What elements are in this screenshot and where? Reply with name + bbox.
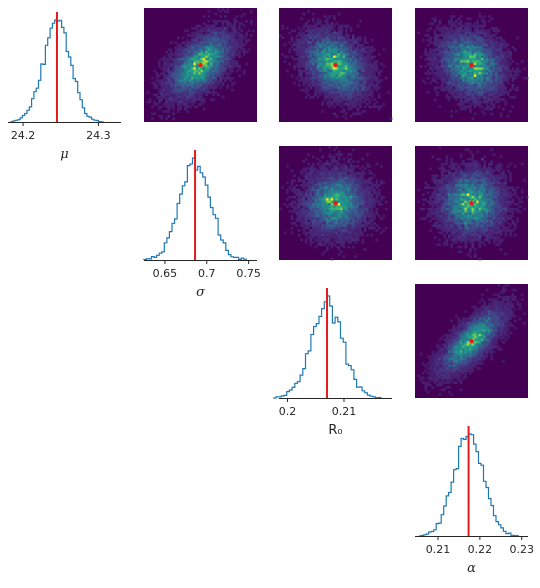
truth-marker xyxy=(469,200,474,206)
truth-marker xyxy=(333,200,338,206)
x-tick-label: 24.3 xyxy=(86,129,111,142)
x-tick-label: 24.2 xyxy=(11,129,36,142)
histogram-panel-4: 0.21 0.22 0.23 α xyxy=(415,426,534,576)
x-tick-label: 0.21 xyxy=(332,405,357,418)
x-axis-label: σ xyxy=(196,285,206,300)
x-tick-label: 0.7 xyxy=(198,267,216,280)
density-panel-5 xyxy=(415,146,529,261)
x-axis-label: R₀ xyxy=(328,423,342,438)
density-panel-4 xyxy=(279,146,392,261)
density-panel-2 xyxy=(279,8,393,122)
density-panel-6 xyxy=(415,284,528,398)
histogram-panel-1: 24.2 24.3 μ xyxy=(8,12,121,162)
density-panel-3 xyxy=(415,8,529,122)
truth-marker xyxy=(198,62,203,68)
x-axis-label: μ xyxy=(60,147,68,162)
x-tick-label: 0.21 xyxy=(426,543,451,556)
truth-marker xyxy=(469,62,474,68)
x-axis-label: α xyxy=(467,561,476,576)
x-tick-label: 0.22 xyxy=(468,543,493,556)
truth-marker xyxy=(333,62,338,68)
x-tick-label: 0.75 xyxy=(236,267,261,280)
x-tick-label: 0.2 xyxy=(279,405,297,418)
truth-marker xyxy=(469,338,474,344)
histogram-panel-3: 0.2 0.21 R₀ xyxy=(273,288,392,438)
x-tick-label: 0.23 xyxy=(509,543,534,556)
x-tick-label: 0.65 xyxy=(153,267,178,280)
density-panel-1 xyxy=(144,8,257,122)
histogram-panel-2: 0.65 0.7 0.75 σ xyxy=(143,150,261,300)
